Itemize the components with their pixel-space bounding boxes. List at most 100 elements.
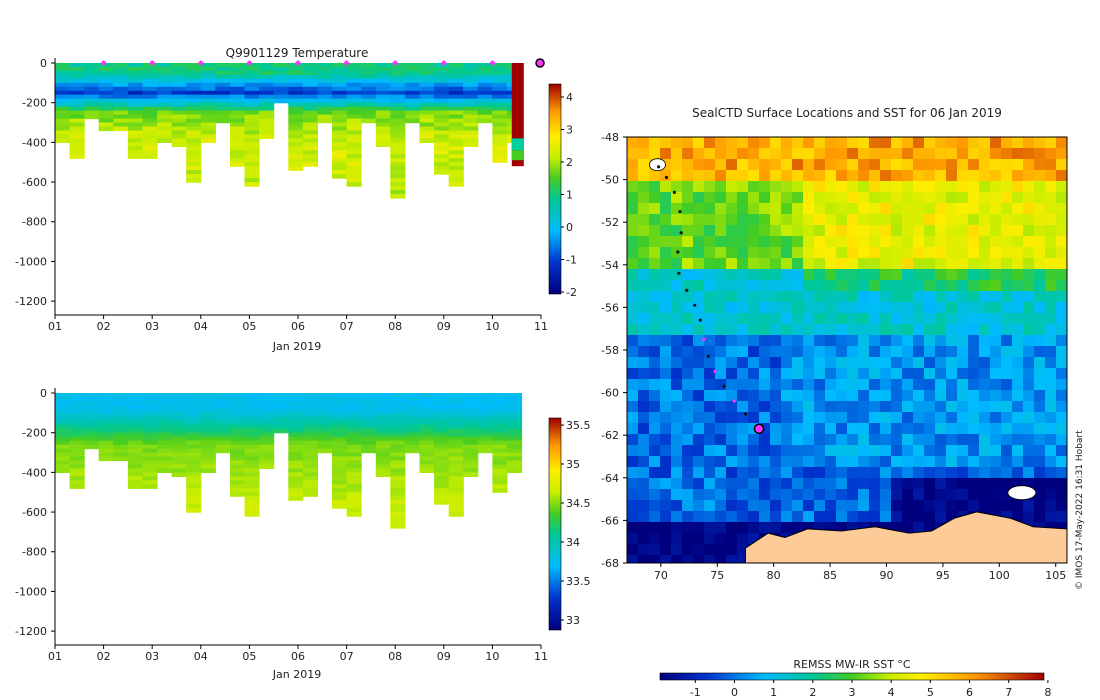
profile-cell xyxy=(404,118,420,124)
sst-cell xyxy=(759,324,771,336)
sst-cell xyxy=(836,522,848,534)
sst-cell xyxy=(825,401,837,413)
sst-cell xyxy=(1012,412,1024,424)
profile-cell xyxy=(332,67,348,72)
sst-cell xyxy=(968,159,980,171)
profile-cell xyxy=(390,440,406,446)
sst-cell xyxy=(1012,423,1024,435)
sst-cell xyxy=(847,148,859,160)
sst-cell xyxy=(825,236,837,248)
sst-cell xyxy=(649,445,661,457)
profile-cell xyxy=(142,448,158,454)
profile-cell xyxy=(200,94,216,100)
profile-cell xyxy=(346,126,362,132)
profile-cell xyxy=(84,400,100,406)
x-tick-label: 03 xyxy=(145,320,159,333)
sst-cell xyxy=(627,544,639,556)
sst-cell xyxy=(660,346,672,358)
sst-cell xyxy=(957,170,969,182)
profile-cell xyxy=(157,74,173,80)
profile-cell xyxy=(332,138,348,143)
profile-cell xyxy=(434,428,450,434)
sst-cell xyxy=(847,511,859,523)
sst-cell xyxy=(682,401,694,413)
sst-cell xyxy=(990,170,1002,182)
profile-cell xyxy=(332,74,348,80)
profile-cell xyxy=(244,98,260,104)
profile-cell xyxy=(113,106,129,112)
profile-cell xyxy=(302,397,318,402)
sst-cell xyxy=(891,214,903,226)
profile-cell xyxy=(186,460,202,466)
profile-cell xyxy=(346,432,362,438)
sst-cell xyxy=(1056,456,1067,468)
profile-cell xyxy=(434,496,450,501)
colorbar-tick-label: 33.5 xyxy=(566,575,591,588)
profile-cell xyxy=(244,126,260,132)
sst-cell xyxy=(935,456,947,468)
sst-cell xyxy=(1045,137,1057,149)
sst-cell xyxy=(715,236,727,248)
sst-cell xyxy=(1012,324,1024,336)
sst-cell xyxy=(913,357,925,369)
profile-cell xyxy=(419,94,435,100)
x-tick-label: 07 xyxy=(340,320,354,333)
lon-tick-label: 100 xyxy=(989,569,1010,582)
sst-cell xyxy=(990,225,1002,237)
profile-cell xyxy=(317,110,333,116)
sst-cell xyxy=(935,203,947,215)
profile-cell xyxy=(186,74,202,80)
sst-cell xyxy=(946,247,958,259)
profile-cell xyxy=(390,194,406,199)
sst-cell xyxy=(814,357,826,369)
profile-cell xyxy=(244,166,260,171)
profile-cell xyxy=(127,412,143,418)
sst-cell xyxy=(693,533,705,545)
profile-cell xyxy=(288,424,304,430)
profile-cell xyxy=(69,82,85,88)
profile-cell xyxy=(477,397,493,402)
sst-cell xyxy=(737,214,749,226)
sst-cell xyxy=(715,192,727,204)
sst-cell xyxy=(726,412,738,424)
profile-cell xyxy=(171,118,187,124)
profile-cell xyxy=(434,142,450,147)
sst-cell xyxy=(825,247,837,259)
sst-cell xyxy=(869,489,881,501)
profile-cell xyxy=(230,412,246,418)
profile-cell xyxy=(492,114,508,120)
sst-cell xyxy=(902,346,914,358)
profile-cell xyxy=(477,448,493,454)
profile-cell xyxy=(477,444,493,450)
profile-cell xyxy=(390,480,406,485)
sst-cell xyxy=(781,313,793,325)
colorbar-tick-label: 33 xyxy=(566,614,580,627)
profile-cell xyxy=(448,432,464,438)
sst-cell xyxy=(880,247,892,259)
profile-cell xyxy=(200,448,216,454)
profile-cell xyxy=(113,408,129,414)
sst-cell xyxy=(671,533,683,545)
profile-cell xyxy=(186,432,202,438)
sst-cell xyxy=(770,192,782,204)
sst-cell xyxy=(726,522,738,534)
profile-cell xyxy=(215,416,231,422)
profile-cell xyxy=(142,472,158,477)
sst-cell xyxy=(693,335,705,347)
profile-cell xyxy=(346,106,362,112)
sst-cell xyxy=(748,203,760,215)
sst-cell xyxy=(704,467,716,479)
sst-cell xyxy=(671,203,683,215)
sst-cell xyxy=(715,511,727,523)
sst-cell xyxy=(627,269,639,281)
sst-cell xyxy=(803,236,815,248)
profile-cell xyxy=(186,98,202,104)
profile-cell xyxy=(200,70,216,76)
sst-cell xyxy=(1001,181,1013,193)
sst-cell xyxy=(1012,159,1024,171)
sst-cell xyxy=(979,170,991,182)
sst-cell xyxy=(968,313,980,325)
sst-cell xyxy=(836,214,848,226)
profile-cell xyxy=(157,408,173,414)
profile-cell xyxy=(171,90,187,96)
